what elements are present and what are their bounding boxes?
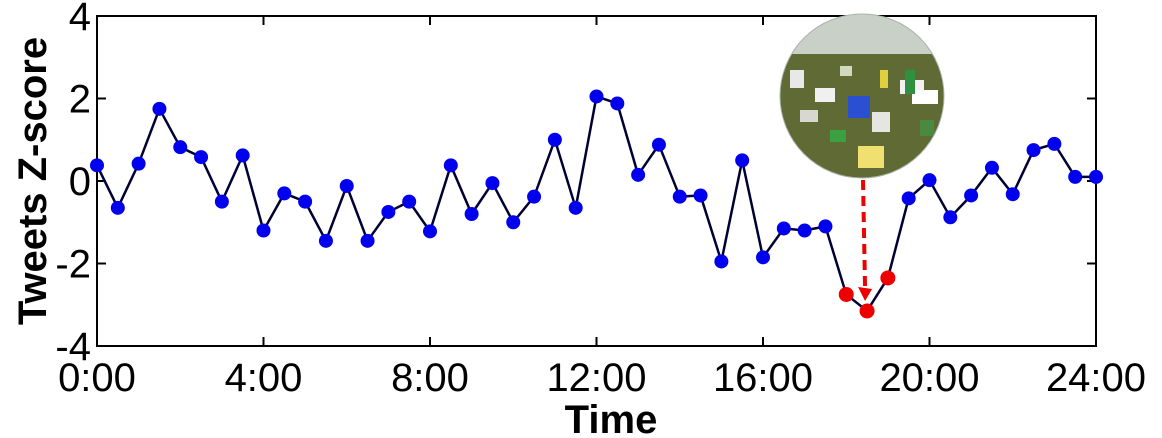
data-point — [506, 215, 521, 230]
highlight-point — [838, 286, 854, 302]
data-point — [735, 153, 750, 168]
data-point — [443, 158, 458, 173]
data-point — [1047, 136, 1062, 151]
x-tick-label: 16:00 — [713, 356, 813, 400]
y-tick-label: -2 — [55, 243, 91, 287]
x-tick-label: 0:00 — [58, 356, 136, 400]
data-point — [964, 188, 979, 203]
data-point — [1026, 143, 1041, 158]
data-point — [485, 176, 500, 191]
data-point — [464, 207, 479, 221]
data-point — [339, 178, 354, 193]
x-axis-label: Time — [565, 398, 658, 438]
data-point — [527, 189, 542, 204]
x-tick-label: 12:00 — [546, 356, 646, 400]
y-tick-label: 2 — [69, 78, 91, 122]
highlight-point — [880, 270, 896, 286]
data-point — [194, 150, 209, 165]
data-point — [631, 167, 646, 182]
series-group — [90, 89, 1103, 319]
data-point — [568, 200, 583, 215]
y-tick-label: 4 — [69, 0, 91, 39]
inset-photo — [779, 13, 945, 179]
data-point — [776, 221, 791, 236]
data-point — [901, 191, 916, 206]
data-point — [173, 140, 188, 155]
y-axis: 4 2 0 -2 -4 — [55, 0, 1096, 369]
data-point — [298, 194, 313, 209]
data-point — [235, 148, 250, 163]
y-tick-label: 0 — [69, 160, 91, 204]
data-point — [943, 210, 958, 225]
x-tick-label: 24:00 — [1046, 356, 1146, 400]
y-tick-label: -4 — [55, 325, 91, 369]
data-point — [318, 233, 333, 248]
data-point — [714, 254, 729, 269]
data-point — [756, 250, 770, 265]
data-point — [381, 204, 396, 219]
series-line — [95, 94, 1096, 313]
data-point — [984, 160, 999, 175]
annotation-arrow — [858, 179, 873, 301]
data-point — [256, 223, 271, 238]
data-point — [110, 200, 125, 215]
data-point — [547, 132, 562, 147]
data-point — [610, 96, 625, 111]
y-axis-label: Tweets Z-score — [11, 37, 55, 325]
data-point — [589, 89, 604, 104]
data-point — [360, 233, 375, 248]
data-point — [90, 158, 104, 173]
data-point — [423, 224, 437, 239]
data-point — [131, 156, 146, 171]
data-point — [214, 194, 229, 209]
x-tick-label: 20:00 — [879, 356, 979, 400]
data-point — [152, 101, 167, 116]
data-point — [1068, 169, 1083, 184]
x-tick-label: 8:00 — [391, 356, 469, 400]
data-point — [693, 188, 708, 203]
plot-frame — [96, 15, 1097, 347]
data-point — [651, 137, 666, 152]
data-point — [672, 189, 687, 204]
data-point — [818, 219, 833, 234]
data-point — [797, 223, 812, 238]
data-point — [922, 173, 937, 188]
data-point — [1089, 169, 1103, 184]
data-point — [277, 186, 292, 201]
x-tick-label: 4:00 — [225, 356, 303, 400]
data-point — [402, 194, 417, 209]
highlight-point — [859, 303, 875, 319]
data-point — [1005, 187, 1020, 202]
x-axis: 0:00 4:00 8:00 12:00 16:00 20:00 24:00 — [58, 16, 1146, 400]
